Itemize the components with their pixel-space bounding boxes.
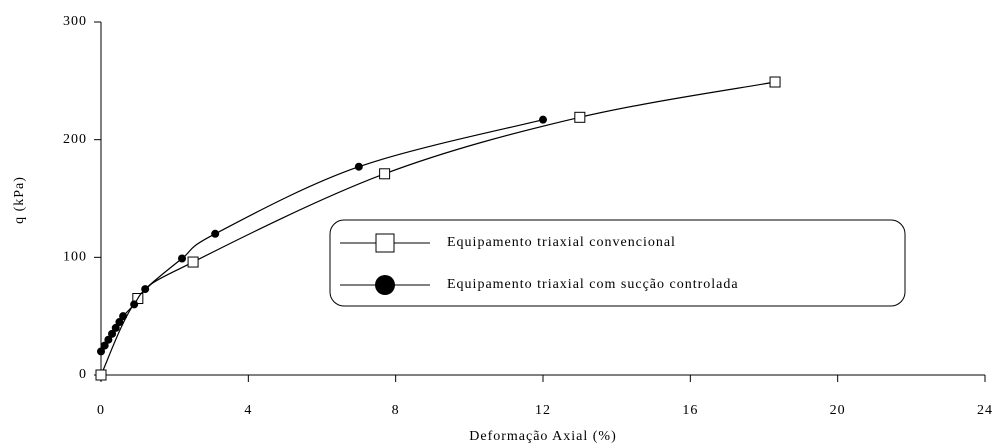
marker (539, 115, 547, 124)
x-tick-label: 24 (977, 403, 993, 418)
marker (119, 312, 128, 321)
x-axis-label: Deformação Axial (%) (469, 429, 617, 444)
x-tick-label: 0 (97, 403, 105, 418)
legend-label: Equipamento triaxial com sucção controla… (447, 277, 739, 292)
y-tick-label: 100 (63, 250, 87, 265)
marker (178, 254, 187, 263)
marker (97, 347, 105, 356)
x-tick-label: 8 (392, 403, 400, 418)
x-tick-label: 16 (682, 403, 698, 418)
marker (100, 341, 109, 350)
marker (574, 111, 586, 123)
marker (111, 323, 120, 332)
x-tick-label: 20 (830, 403, 846, 418)
y-axis-label: q (kPa) (12, 176, 27, 224)
marker (104, 335, 113, 344)
marker (354, 162, 363, 171)
x-tick-label: 12 (535, 403, 551, 418)
marker (769, 76, 781, 88)
legend-box (329, 219, 906, 307)
y-tick-label: 200 (63, 132, 87, 147)
x-tick-label: 4 (244, 403, 252, 418)
marker (130, 300, 139, 309)
marker (187, 256, 199, 268)
legend-marker (375, 275, 395, 295)
marker (211, 229, 220, 238)
marker (379, 168, 391, 180)
marker (141, 285, 150, 294)
y-tick-label: 300 (63, 14, 87, 29)
legend-marker (375, 233, 395, 253)
marker (115, 318, 124, 327)
legend-label: Equipamento triaxial convencional (447, 235, 676, 250)
marker (108, 329, 117, 338)
marker (95, 369, 107, 381)
y-tick-label: 0 (79, 367, 87, 382)
